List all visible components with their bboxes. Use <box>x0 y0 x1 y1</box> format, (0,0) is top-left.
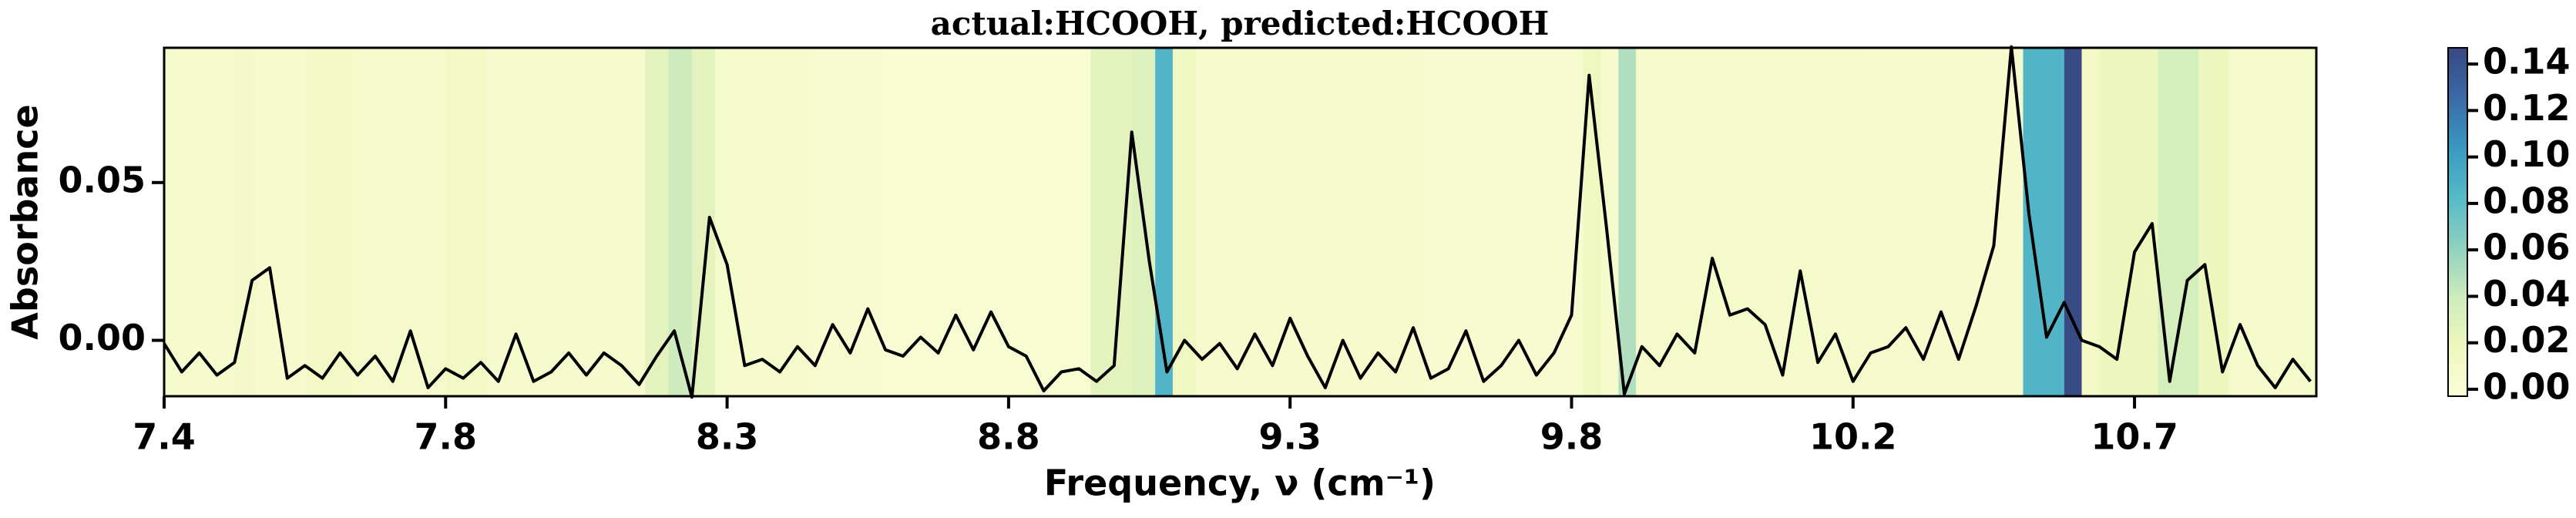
heatmap-cell <box>164 48 235 396</box>
x-tick-label: 7.8 <box>415 416 478 458</box>
heatmap-cell <box>351 48 446 396</box>
x-tick-label: 9.8 <box>1540 416 1604 458</box>
colorbar-tick-label: 0.02 <box>2483 319 2571 361</box>
x-tick-label: 9.3 <box>1258 416 1322 458</box>
x-tick-label: 8.3 <box>696 416 759 458</box>
heatmap-cell <box>1196 48 1426 396</box>
x-tick-label: 10.7 <box>2091 416 2178 458</box>
colorbar-tick-label: 0.14 <box>2483 41 2571 82</box>
colorbar-tick-label: 0.10 <box>2483 133 2571 175</box>
colorbar-tick-label: 0.12 <box>2483 87 2571 129</box>
colorbar-tick-label: 0.04 <box>2483 273 2571 314</box>
heatmap-cell <box>2099 48 2158 396</box>
colorbar-tick-label: 0.00 <box>2483 365 2571 407</box>
heatmap-cell <box>1155 48 1173 396</box>
heatmap-cell <box>1172 48 1197 396</box>
colorbar-tick-label: 0.06 <box>2483 227 2571 268</box>
x-tick-label: 10.2 <box>1809 416 1897 458</box>
heatmap-cell <box>645 48 669 396</box>
heatmap-cell <box>2081 48 2100 396</box>
heatmap-cell <box>1425 48 1584 396</box>
x-tick-label: 7.4 <box>133 416 196 458</box>
x-axis-label: Frequency, ν (cm⁻¹) <box>1044 462 1436 504</box>
y-tick-label: 0.05 <box>59 159 146 200</box>
colorbar <box>2447 47 2468 397</box>
y-axis-label: Absorbance <box>5 104 46 339</box>
x-tick-label: 8.8 <box>977 416 1040 458</box>
y-tick-label: 0.00 <box>59 317 146 358</box>
heatmap-cell <box>1618 48 1637 396</box>
heatmap-cell <box>445 48 487 396</box>
heatmap-cell <box>486 48 646 396</box>
heatmap-cell <box>809 48 880 396</box>
heatmap-cell <box>304 48 352 396</box>
heatmap-cell <box>2228 48 2316 396</box>
heatmap-cell <box>2198 48 2228 396</box>
heatmap-cell <box>715 48 810 396</box>
heatmap-cell <box>1600 48 1619 396</box>
plot-frame <box>163 46 2318 398</box>
data-line <box>163 45 2312 399</box>
chart-title: actual:HCOOH, predicted:HCOOH <box>931 5 1550 42</box>
heatmap-cell <box>1865 48 2024 396</box>
heatmap-cell <box>668 48 692 396</box>
colorbar-tick-label: 0.08 <box>2483 180 2571 221</box>
heatmap-cell <box>879 48 1091 396</box>
heatmap-cell <box>2064 48 2082 396</box>
